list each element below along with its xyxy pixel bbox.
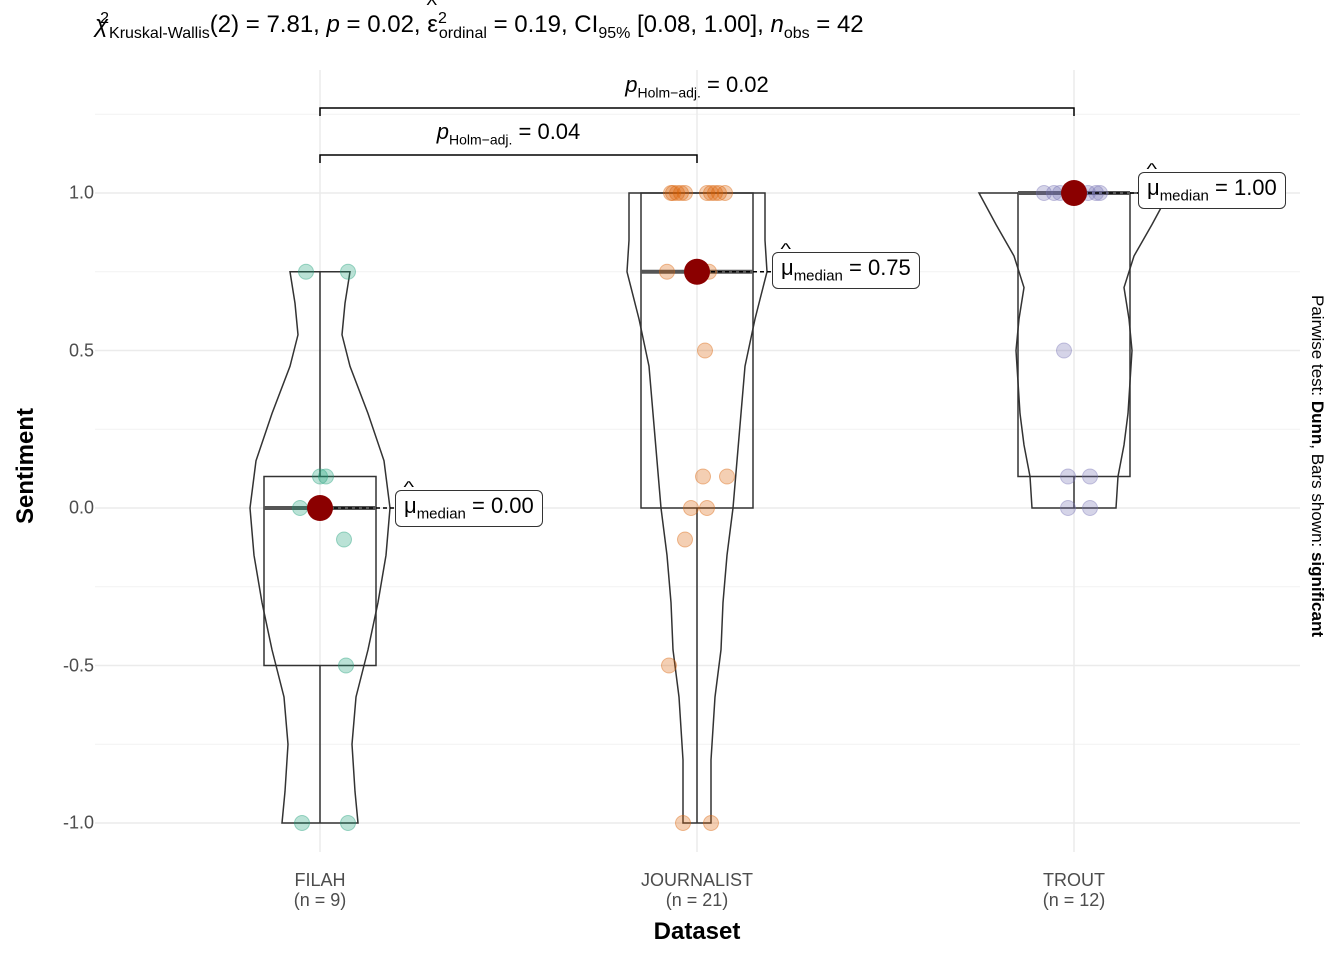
- data-point: [699, 500, 715, 516]
- data-point: [1082, 468, 1098, 485]
- violin-journalist: [626, 192, 768, 824]
- data-point: [665, 185, 681, 201]
- data-point: [717, 185, 733, 201]
- y-tick-label: -0.5: [62, 655, 94, 675]
- data-point: [338, 657, 354, 674]
- data-point: [673, 185, 689, 201]
- box-filah: [263, 475, 377, 667]
- y-tick-label: 1.0: [68, 182, 94, 203]
- data-point: [695, 468, 711, 485]
- data-point: [292, 500, 308, 516]
- median-point: [684, 258, 710, 285]
- data-point: [675, 815, 691, 831]
- pairwise-p-label: pHolm−adj. = 0.04: [436, 119, 581, 148]
- data-point: [677, 531, 693, 548]
- data-point: [703, 815, 719, 831]
- data-point: [1060, 468, 1076, 485]
- x-tick-label-journalist: JOURNALIST (n = 21): [640, 870, 754, 910]
- data-point: [683, 500, 699, 516]
- pairwise-p-label: pHolm−adj. = 0.02: [625, 72, 769, 101]
- data-point: [340, 815, 356, 831]
- data-point: [711, 185, 727, 201]
- x-axis-title: Dataset: [653, 918, 741, 945]
- data-point: [318, 468, 334, 485]
- x-tick-label-filah: FILAH (n = 9): [293, 870, 347, 910]
- data-point: [677, 185, 693, 201]
- data-point: [1060, 500, 1076, 516]
- y-tick-label: -1.0: [62, 812, 94, 833]
- data-point: [659, 263, 675, 280]
- data-point: [661, 657, 677, 674]
- data-point: [663, 185, 679, 201]
- data-point: [697, 342, 713, 359]
- data-point: [298, 263, 314, 280]
- data-point: [340, 263, 356, 280]
- y-axis-title: Sentiment: [12, 407, 39, 525]
- median-label-trout: μmedian = 1.00: [1138, 172, 1286, 210]
- data-point: [699, 185, 715, 201]
- y-tick-label: 0.5: [68, 340, 94, 360]
- significance-bracket: [319, 107, 1075, 116]
- median-label-filah: μmedian = 0.00: [395, 490, 543, 528]
- data-point: [719, 468, 735, 485]
- data-point: [312, 468, 328, 485]
- pairwise-caption: Pairwise test: Dunn, Bars shown: signifi…: [1308, 295, 1327, 637]
- box-journalist: [640, 192, 754, 509]
- median-point: [1061, 180, 1087, 206]
- data-point: [1092, 185, 1108, 201]
- data-point: [669, 185, 685, 201]
- data-point: [1082, 500, 1098, 516]
- significance-bracket: [319, 154, 698, 163]
- data-point: [703, 185, 719, 201]
- x-tick-label-trout: TROUT (n = 12): [1042, 870, 1106, 910]
- y-tick-label: 0.0: [68, 497, 94, 518]
- chart-title: χ2Kruskal-Wallis(2) = 7.81, p = 0.02, ε2…: [95, 10, 864, 43]
- data-point: [336, 531, 352, 548]
- data-point: [707, 185, 723, 201]
- data-point: [294, 815, 310, 831]
- data-point: [1036, 185, 1052, 201]
- median-label-journalist: μmedian = 0.75: [772, 252, 920, 290]
- median-point: [307, 495, 333, 521]
- data-point: [1056, 342, 1072, 359]
